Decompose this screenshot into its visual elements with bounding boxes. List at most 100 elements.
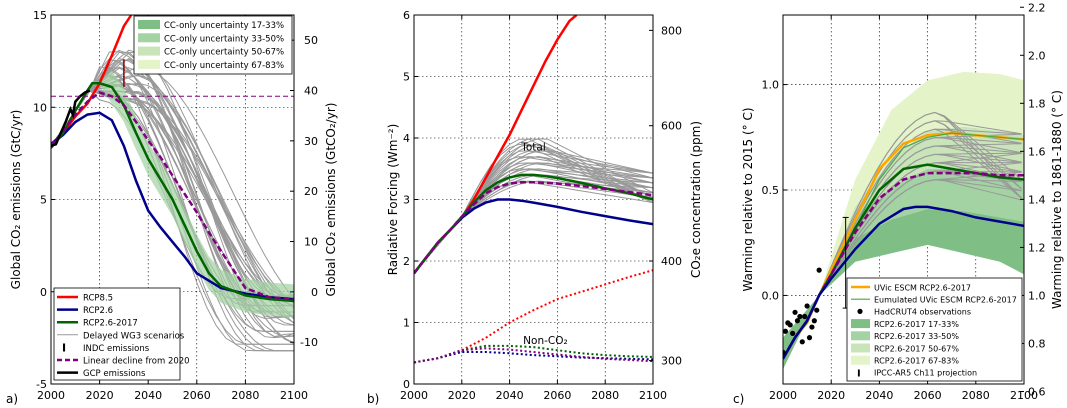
y-axis-label: Radiative Forcing (Wm⁻²) (386, 124, 400, 276)
uncertainty-band (819, 168, 1024, 296)
band-legend-swatch (138, 59, 160, 69)
gcp-emissions-line (51, 89, 91, 148)
y-right-tick-label: 2.0 (1028, 49, 1046, 62)
y-tick-label: 1 (403, 317, 410, 330)
legend: UVic ESCM RCP2.6-2017 Eumulated UVic ESCM… (846, 277, 1023, 382)
band-legend-swatch (138, 46, 160, 56)
uncertainty-band (819, 71, 1024, 296)
band-legend-swatch (138, 33, 160, 43)
y-right-tick-label: 50 (304, 34, 318, 47)
rcp8-5-non-co--line (414, 269, 653, 364)
y-tick-label: 4 (403, 132, 410, 145)
y-right-tick-label: 0 (311, 286, 318, 299)
y-right-tick-label: 1.6 (1028, 145, 1046, 158)
panel-label: c) (733, 392, 744, 406)
y-tick-label: -5 (36, 378, 47, 391)
panel-b-radiative-forcing: Total Non-CO₂ 2000 2020 2040 2060 2080 2100 0 1 2 3… (367, 9, 703, 406)
delayed-wg3-scenario-line (818, 152, 1022, 296)
legend-label: Delayed WG3 scenarios (83, 331, 185, 341)
hadcrut4-observation-point (804, 303, 810, 309)
plot-area (51, 15, 294, 352)
legend-swatch (857, 308, 863, 314)
x-tick-label: 2080 (962, 389, 990, 402)
hadcrut4-observation-point (792, 309, 798, 315)
band-legend-label: CC-only uncertainty 67-83% (164, 61, 284, 71)
y-right-tick-label: 400 (661, 255, 682, 268)
delayed-wg3-scenario-line (414, 138, 653, 274)
hadcrut4-observation-point (814, 307, 820, 313)
y-right-tick-label: 30 (304, 135, 318, 148)
y-right-tick-label: 0.8 (1028, 337, 1046, 350)
legend-box (53, 287, 181, 381)
delayed-wg3-scenario-line (414, 180, 653, 274)
y-right-tick-label: 1.4 (1028, 193, 1046, 206)
delayed-wg3-scenario-line (414, 180, 653, 274)
y-right-tick-label: 40 (304, 85, 318, 98)
legend-box (846, 277, 1023, 382)
linear-decline-total-line (414, 181, 653, 275)
legend-label: Eumulated UVic ESCM RCP2.6-2017 (874, 296, 1017, 305)
y-right-axis-label: Warming relative to 1861-1880 (° C) (1050, 90, 1064, 309)
y-right-tick-label: -10 (300, 336, 318, 349)
y-right-tick-label: 2.2 (1028, 1, 1046, 14)
y-right-tick-label: 600 (661, 120, 682, 133)
band-legend-label: CC-only uncertainty 17-33% (164, 21, 284, 31)
hadcrut4-observation-point (783, 349, 786, 355)
x-tick-label: 2000 (37, 389, 65, 402)
y-right-tick-label: 0.6 (1028, 386, 1046, 399)
x-tick-label: 2100 (639, 389, 667, 402)
y-right-tick-label: 1.8 (1028, 97, 1046, 110)
y-right-tick-label: 800 (661, 24, 682, 37)
cc-uncertainty-band (51, 70, 294, 318)
rcp8-5-total-line (414, 15, 578, 275)
x-tick-label: 2060 (543, 389, 571, 402)
y-tick-label: 0 (403, 378, 410, 391)
y-right-tick-label: 300 (661, 355, 682, 368)
hadcrut4-observation-point (783, 328, 789, 334)
linear-decline-non-co--line (414, 347, 653, 364)
axes-frame (413, 14, 654, 385)
delayed-wg3-scenario-line (414, 138, 653, 274)
x-tick-label: 2080 (591, 389, 619, 402)
plot-area (414, 15, 653, 364)
eumulated-uvic-escm-rcp2-6-2017-line (783, 132, 1024, 359)
hadcrut4-observation-point (787, 322, 793, 328)
y-tick-label: 3 (403, 194, 410, 207)
y-right-axis-label: Global CO₂ emissions (GtCO₂/yr) (324, 103, 338, 297)
y-tick-label: 0.5 (762, 184, 780, 197)
panel-label: a) (6, 392, 18, 406)
x-tick-label: 2020 (817, 389, 845, 402)
x-tick-label: 2060 (183, 389, 211, 402)
plot-area (783, 71, 1024, 370)
legend-label: RCP8.5 (83, 294, 113, 304)
legend-label: RCP2.6-2017 (83, 319, 138, 329)
x-tick-label: 2100 (1010, 389, 1038, 402)
annotation-label: Total (520, 141, 546, 153)
linear-decline-from-2020-line (51, 91, 294, 301)
y-tick-label: 5 (40, 194, 47, 207)
delayed-wg3-scenario-line (414, 180, 653, 274)
x-tick-label: 2040 (134, 389, 162, 402)
band-legend-label: CC-only uncertainty 33-50% (164, 34, 284, 44)
y-tick-label: 2 (403, 255, 410, 268)
y-axis-label: Global CO₂ emissions (GtC/yr) (9, 110, 23, 290)
delayed-wg3-scenario-line (818, 120, 1022, 296)
y-right-tick-label: 1.0 (1028, 289, 1046, 302)
y-tick-label: 6 (403, 9, 410, 22)
delayed-wg3-scenario-line (414, 180, 653, 274)
y-tick-label: 0 (40, 286, 47, 299)
delayed-wg3-scenario-line (818, 111, 1022, 296)
panel-a-emissions: 2000 2020 2040 2060 2080 2100-5051015-1001020… (6, 9, 338, 406)
panel-c-warming: 2000 2020 2040 2060 2080 2100 0.0 0.5 1.0 0.6 0.8 1… (733, 1, 1064, 406)
annotation-label: Non-CO₂ (523, 335, 568, 347)
uncertainty-band (783, 295, 820, 370)
legend-label: RCP2.6-2017 67-83% (874, 357, 959, 366)
legend-label: HadCRUT4 observations (874, 308, 971, 317)
x-tick-label: 2080 (231, 389, 259, 402)
rcp2-6-median-line (783, 205, 1024, 360)
y-tick-label: 0.0 (762, 289, 780, 302)
band-legend: CC-only uncertainty 17-33% CC-only uncert… (133, 15, 293, 75)
hadcrut4-observation-point (794, 318, 801, 324)
legend-label: RCP2.6-2017 50-67% (874, 344, 959, 353)
band-legend-box (133, 15, 293, 75)
